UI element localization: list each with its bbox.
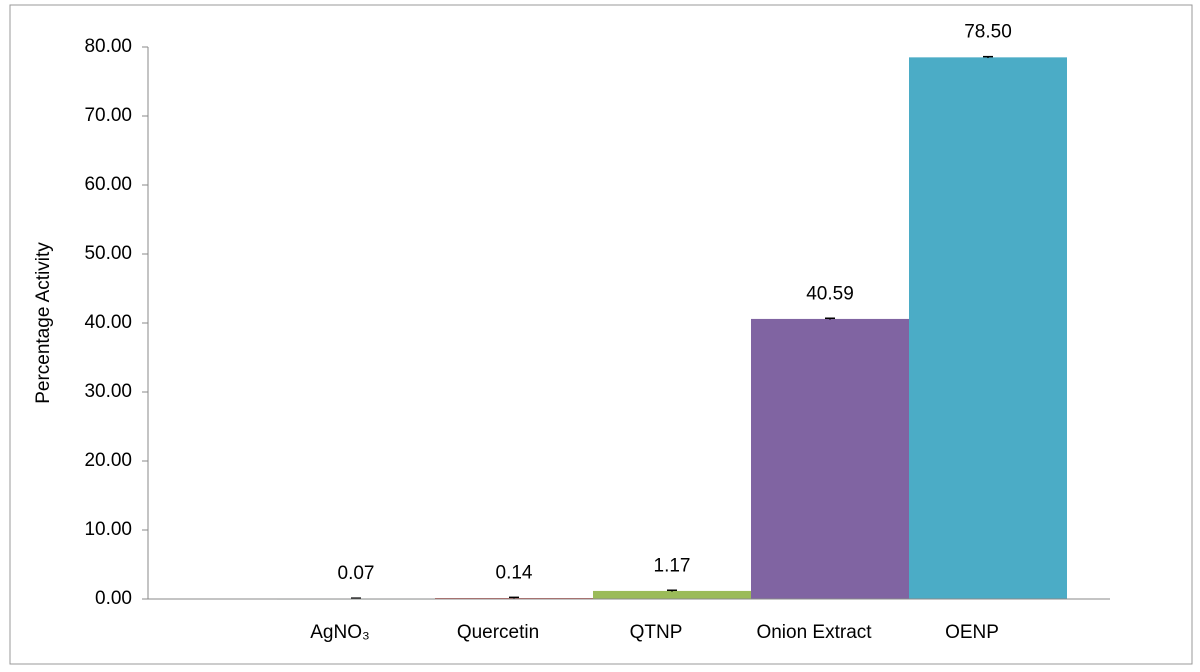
y-tick-label: 30.00 xyxy=(84,381,132,402)
y-tick-label: 80.00 xyxy=(84,36,132,57)
bar xyxy=(593,590,751,599)
x-tick-label: Onion Extract xyxy=(756,622,872,643)
y-tick-label: 10.00 xyxy=(84,519,132,540)
x-tick-label: QTNP xyxy=(630,622,683,643)
value-label: 78.50 xyxy=(964,22,1012,43)
value-label: 0.14 xyxy=(496,562,533,583)
x-tick-label: OENP xyxy=(945,622,999,643)
x-tick-label: AgNO₃ xyxy=(310,622,369,643)
value-label: 1.17 xyxy=(654,555,691,576)
value-label: 40.59 xyxy=(806,283,854,304)
bar xyxy=(751,318,909,599)
y-tick-label: 60.00 xyxy=(84,174,132,195)
y-tick-label: 40.00 xyxy=(84,312,132,333)
value-label: 0.07 xyxy=(338,563,375,584)
x-tick-label: Quercetin xyxy=(457,622,539,643)
y-tick-label: 50.00 xyxy=(84,243,132,264)
chart-border xyxy=(9,4,1193,665)
bar xyxy=(909,57,1067,600)
y-tick-label: 70.00 xyxy=(84,105,132,126)
y-axis-label: Percentage Activity xyxy=(33,242,54,404)
y-tick-label: 0.00 xyxy=(95,588,132,609)
y-tick-label: 20.00 xyxy=(84,450,132,471)
